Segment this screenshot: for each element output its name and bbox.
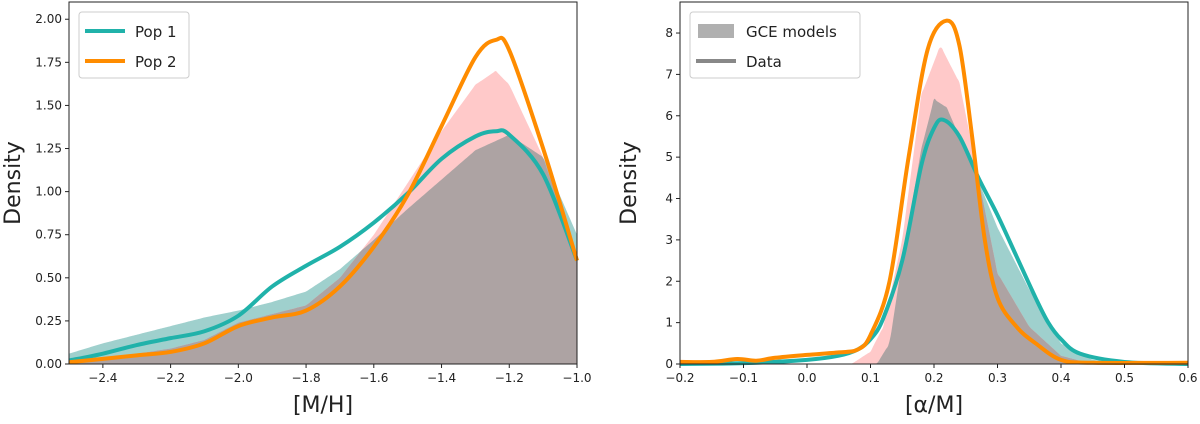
x-tick-label: −2.4	[88, 371, 117, 385]
pop1-data-line	[679, 117, 1189, 366]
y-axis-label: Density	[1, 141, 26, 225]
y-tick-label: 0.75	[35, 228, 62, 242]
x-tick-label: −1.2	[495, 371, 524, 385]
x-tick-label: −2.2	[156, 371, 185, 385]
x-tick-label: 0.2	[924, 371, 943, 385]
legend: Pop 1 Pop 2	[78, 11, 190, 79]
y-tick-label: 1.25	[35, 142, 62, 156]
y-tick-label: 1.75	[35, 55, 62, 69]
pop1-data-line	[68, 128, 579, 363]
legend-label: Pop 2	[135, 53, 177, 71]
x-tick-label: 0.6	[1178, 371, 1197, 385]
y-tick-label: 7	[665, 67, 673, 81]
x-tick-label: −1.0	[562, 371, 591, 385]
legend-patch	[698, 24, 734, 38]
x-tick-label: 0.3	[988, 371, 1007, 385]
y-tick-label: 0	[665, 357, 673, 371]
x-tick-label: −2.0	[224, 371, 253, 385]
y-tick-label: 5	[665, 150, 673, 164]
y-tick-label: 0.50	[35, 271, 62, 285]
y-tick-label: 6	[665, 109, 673, 123]
overlap-model-fill	[69, 135, 577, 364]
axes-frame	[68, 1, 578, 365]
y-tick-label: 1.00	[35, 185, 62, 199]
x-tick-label: 0.4	[1051, 371, 1070, 385]
legend-label: GCE models	[746, 23, 837, 41]
panel-2: −0.2 −0.1 0.0 0.1 0.2 0.3 0.4 0.5 0.6 0 1 2 3 4 5 6 7 8 [α…	[617, 1, 1198, 418]
y-tick-label: 8	[665, 26, 673, 40]
y-tick-label: 0.00	[35, 357, 62, 371]
legend-label: Data	[746, 53, 782, 71]
y-tick-label: 0.25	[35, 314, 62, 328]
y-tick-label: 2.00	[35, 12, 62, 26]
x-tick-label: −0.1	[729, 371, 758, 385]
legend-label: Pop 1	[135, 23, 177, 41]
x-axis-label: [α/M]	[905, 393, 963, 418]
x-tick-label: −1.8	[291, 371, 320, 385]
x-tick-label: 0.5	[1115, 371, 1134, 385]
overlap-model-fill	[680, 98, 1188, 365]
legend: GCE models Data	[689, 11, 861, 79]
x-axis-label: [M/H]	[293, 393, 353, 418]
y-tick-label: 1.50	[35, 98, 62, 112]
x-tick-label: 0.1	[861, 371, 880, 385]
y-tick-label: 4	[665, 192, 673, 206]
x-tick-label: −1.6	[359, 371, 388, 385]
y-axis-label: Density	[617, 141, 642, 225]
pop2-data-line	[679, 18, 1189, 365]
y-tick-label: 3	[665, 233, 673, 247]
x-tick-label: −1.4	[427, 371, 456, 385]
pop2-data-line	[68, 35, 579, 365]
panel-1: −2.4 −2.2 −2.0 −1.8 −1.6 −1.4 −1.2 −1.0 0.00 0.25…	[1, 1, 592, 418]
y-tick-label: 2	[665, 274, 673, 288]
x-tick-label: 0.0	[797, 371, 816, 385]
x-tick-label: −0.2	[665, 371, 694, 385]
y-tick-label: 1	[665, 316, 673, 330]
